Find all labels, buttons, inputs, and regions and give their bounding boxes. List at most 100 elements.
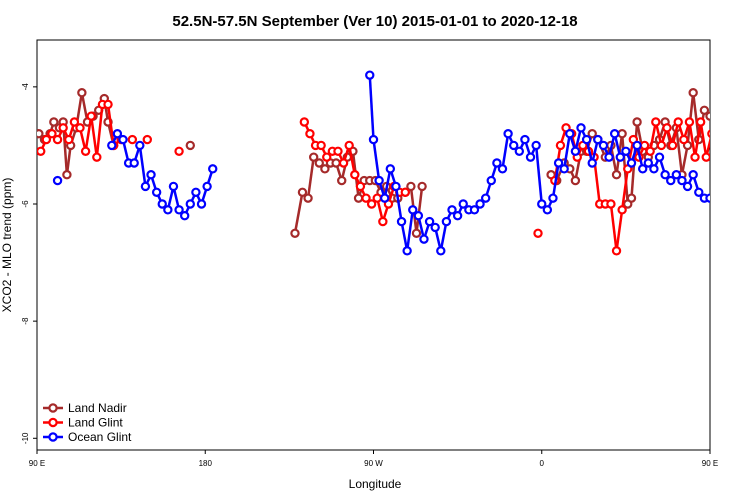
data-point	[617, 205, 627, 215]
data-point	[368, 134, 379, 145]
data-point	[146, 170, 156, 180]
data-point	[497, 164, 508, 174]
data-point	[570, 175, 581, 186]
data-point	[701, 152, 710, 162]
data-point	[533, 228, 543, 238]
data-point	[129, 158, 139, 168]
series-line-segment	[562, 133, 572, 170]
series-ocean-glint	[52, 70, 710, 256]
series-line-segment	[383, 168, 392, 199]
data-point	[587, 158, 597, 168]
series-line-segment	[372, 139, 381, 181]
data-point	[151, 187, 162, 197]
data-point	[191, 187, 201, 197]
data-point	[679, 134, 689, 145]
data-point	[402, 246, 412, 256]
data-point	[77, 88, 87, 98]
data-point	[417, 181, 427, 192]
data-point	[41, 134, 52, 145]
series-line-segment	[347, 145, 357, 175]
data-point	[480, 193, 491, 203]
legend-label: Land Glint	[68, 416, 123, 430]
data-point	[142, 134, 152, 145]
series-line-segment	[746, 140, 750, 152]
data-point	[391, 181, 401, 192]
data-point	[598, 140, 609, 151]
data-point	[86, 111, 96, 121]
data-point	[185, 199, 195, 209]
data-point	[458, 199, 468, 209]
data-point	[565, 129, 575, 139]
data-point	[303, 193, 313, 203]
data-point	[520, 134, 530, 145]
series-line-segment	[95, 104, 104, 158]
data-point	[617, 129, 627, 139]
data-point	[338, 158, 349, 168]
data-point	[604, 152, 614, 162]
data-point	[441, 216, 452, 227]
data-point	[514, 146, 525, 156]
series-line-segment	[306, 156, 315, 199]
chart-title: 52.5N-57.5N September (Ver 10) 2015-01-0…	[172, 13, 577, 30]
series-line-segment	[609, 203, 618, 252]
data-point	[673, 117, 683, 127]
data-point	[316, 140, 326, 151]
series-line-segment	[138, 145, 147, 187]
data-point	[400, 187, 410, 197]
data-point	[734, 171, 741, 178]
series-line-segment	[717, 99, 723, 140]
data-point	[649, 164, 659, 174]
data-point	[615, 152, 625, 162]
series-line-segment	[394, 186, 403, 222]
data-point	[542, 205, 553, 215]
series-line-segment	[712, 99, 718, 134]
data-point	[736, 130, 743, 137]
data-point	[606, 199, 616, 209]
series-line-segment	[400, 221, 409, 252]
data-point	[452, 211, 463, 221]
data-point	[350, 170, 360, 180]
data-point	[127, 134, 138, 145]
data-point	[660, 170, 670, 180]
data-point	[537, 199, 547, 209]
series-line-segment	[415, 186, 424, 234]
data-point	[174, 146, 184, 156]
data-point	[740, 136, 747, 143]
x-axis: 90 E 180 90 W 0 90 E	[29, 450, 718, 468]
data-point	[103, 99, 113, 110]
data-point	[107, 140, 117, 151]
x-tick-label: 90 W	[364, 459, 383, 468]
data-point	[297, 187, 308, 197]
data-point	[656, 140, 667, 151]
data-point	[374, 175, 384, 186]
data-point	[694, 187, 704, 197]
data-point	[196, 199, 207, 209]
series-line-segment	[727, 134, 733, 163]
data-point	[163, 205, 173, 215]
data-point	[320, 164, 330, 174]
data-point	[662, 123, 672, 133]
data-point	[75, 123, 85, 133]
data-point	[695, 117, 706, 127]
data-point	[168, 181, 179, 192]
data-point	[378, 216, 388, 227]
data-point	[705, 193, 710, 203]
series-line-segment	[405, 209, 414, 252]
data-point	[135, 140, 145, 151]
data-point	[80, 146, 91, 156]
x-axis-label: Longitude	[349, 477, 402, 491]
data-point	[49, 117, 59, 127]
data-point	[52, 134, 63, 145]
x-tick-label: 90 E	[702, 459, 718, 468]
data-point	[475, 199, 485, 209]
y-tick-label: -8	[21, 317, 30, 325]
data-point	[671, 170, 682, 180]
data-point	[174, 205, 184, 215]
legend-swatch-marker	[48, 417, 58, 428]
data-point	[447, 205, 457, 215]
series-line-segment	[534, 145, 543, 205]
series-line-segment	[65, 145, 72, 175]
data-point	[344, 140, 354, 151]
